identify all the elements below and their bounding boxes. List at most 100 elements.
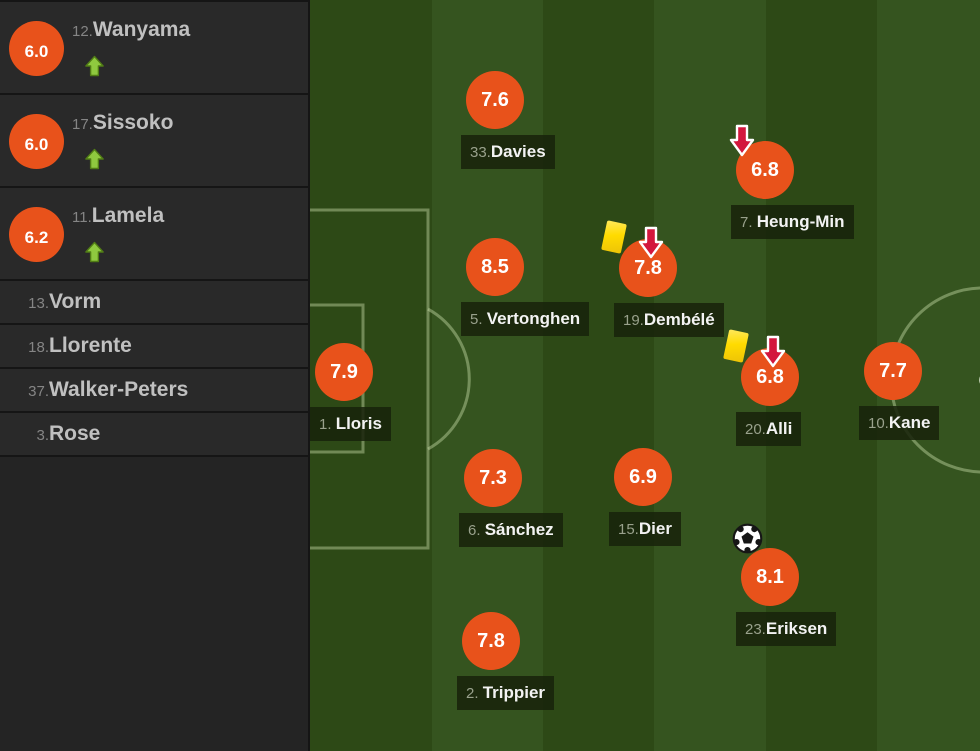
player-number: 19. (623, 312, 644, 329)
player-rating-badge: 7.8 (619, 239, 677, 297)
substitute-name-line: 3.Rose (13, 422, 100, 446)
substitutes-panel: 6.0 12.Wanyama 6.0 17.Sissoko 6.2 (0, 0, 310, 751)
player-number: 10. (868, 415, 889, 432)
player-rating-badge: 8.1 (741, 548, 799, 606)
pitch-player[interactable]: 7.7 10.Kane (859, 342, 940, 441)
rating-drop-arrow-icon (638, 226, 664, 260)
rating-value: 6.9 (629, 465, 657, 488)
player-name: Alli (765, 419, 793, 438)
pitch: 7.6 33.Davies 6.8 7. Heung-Min 8.5 5. Ve… (310, 0, 980, 751)
pitch-player[interactable]: 7.9 1. Lloris (310, 343, 391, 442)
player-number: 13. (28, 295, 49, 312)
pitch-player[interactable]: 6.9 15.Dier (609, 448, 681, 547)
player-name: Heung-Min (756, 212, 845, 231)
player-name: Lloris (335, 414, 382, 433)
rating-drop-arrow-icon (760, 335, 786, 369)
player-number: 17. (72, 116, 93, 133)
player-name: Davies (490, 142, 546, 161)
substitute-row[interactable]: 3.Rose (0, 413, 308, 457)
player-number: 37. (28, 383, 49, 400)
player-number: 15. (618, 521, 639, 538)
player-rating-badge: 6.9 (614, 448, 672, 506)
subbed-in-arrow-icon (85, 241, 104, 263)
player-name: Sánchez (484, 520, 554, 539)
substitute-info: 11.Lamela (72, 188, 308, 263)
substitute-row[interactable]: 13.Vorm (0, 281, 308, 325)
player-number: 5. (470, 311, 487, 328)
player-number: 18. (28, 339, 49, 356)
player-label: 10.Kane (859, 406, 940, 441)
substitute-info: 3.Rose (13, 422, 100, 446)
player-label: 23.Eriksen (736, 612, 837, 647)
player-label: 20.Alli (736, 412, 802, 447)
player-rating-badge: 7.6 (466, 71, 524, 129)
pitch-player[interactable]: 8.5 5. Vertonghen (461, 238, 590, 337)
rating-value: 7.3 (479, 466, 507, 489)
player-number: 7. (740, 214, 757, 231)
player-number: 23. (745, 621, 766, 638)
goal-ball-icon (732, 523, 763, 554)
rating-value: 7.6 (481, 88, 509, 111)
substitute-name-line: 17.Sissoko (72, 111, 308, 135)
player-name: Sissoko (92, 111, 174, 134)
rating-value: 6.0 (24, 42, 49, 61)
pitch-player[interactable]: 6.8 20.Alli (723, 329, 802, 447)
player-rating-badge: 6.0 (9, 114, 64, 169)
penalty-box-line (310, 208, 430, 550)
rating-value: 7.9 (330, 360, 358, 383)
player-name: Eriksen (765, 619, 828, 638)
pitch-player[interactable]: 7.8 2. Trippier (457, 612, 555, 711)
rating-value: 6.8 (751, 158, 779, 181)
substitute-row[interactable]: 37.Walker-Peters (0, 369, 308, 413)
substitute-name-line: 11.Lamela (72, 204, 308, 228)
substitute-name-line: 13.Vorm (13, 290, 101, 314)
player-number: 12. (72, 23, 93, 40)
substitute-info: 18.Llorente (13, 334, 132, 358)
penalty-arc-line (427, 307, 471, 451)
substitute-row[interactable]: 6.2 11.Lamela (0, 188, 308, 281)
substitute-row[interactable]: 6.0 17.Sissoko (0, 95, 308, 188)
player-number: 1. (319, 416, 336, 433)
player-rating-badge: 7.8 (462, 612, 520, 670)
pitch-player[interactable]: 8.1 23.Eriksen (732, 523, 837, 647)
player-name: Llorente (49, 334, 132, 357)
player-rating-badge: 7.7 (864, 342, 922, 400)
substitute-info: 12.Wanyama (72, 2, 308, 77)
substitute-info: 13.Vorm (13, 290, 101, 314)
player-rating-badge: 6.2 (9, 207, 64, 262)
rating-value: 7.7 (879, 359, 907, 382)
rating-value: 8.5 (481, 255, 509, 278)
player-rating-badge: 8.5 (466, 238, 524, 296)
player-rating-badge: 7.9 (315, 343, 373, 401)
player-label: 2. Trippier (457, 676, 555, 711)
player-name: Vorm (49, 290, 102, 313)
pitch-player[interactable]: 6.8 7. Heung-Min (729, 124, 854, 240)
player-label: 33.Davies (461, 135, 555, 170)
pitch-player[interactable]: 7.3 6. Sánchez (459, 449, 563, 548)
player-name: Lamela (91, 204, 165, 227)
player-name: Dier (638, 519, 672, 538)
substitute-info: 17.Sissoko (72, 95, 308, 170)
player-label: 6. Sánchez (459, 513, 563, 548)
substitute-name-line: 18.Llorente (13, 334, 132, 358)
player-label: 15.Dier (609, 512, 681, 547)
pitch-player[interactable]: 7.6 33.Davies (461, 71, 555, 170)
pitch-player[interactable]: 7.8 19.Dembélé (601, 220, 724, 338)
rating-value: 6.0 (24, 135, 49, 154)
subbed-in-arrow-icon (85, 55, 104, 77)
player-number: 3. (36, 427, 49, 444)
rating-value: 8.1 (756, 565, 784, 588)
player-name: Rose (49, 422, 101, 445)
substitute-name-line: 37.Walker-Peters (13, 378, 188, 402)
player-rating-badge: 7.3 (464, 449, 522, 507)
substitute-row[interactable]: 18.Llorente (0, 325, 308, 369)
player-name: Wanyama (92, 18, 191, 41)
rating-value: 6.8 (756, 365, 784, 388)
player-number: 11. (72, 209, 92, 226)
player-number: 20. (745, 421, 766, 438)
substitute-info: 37.Walker-Peters (13, 378, 188, 402)
player-label: 5. Vertonghen (461, 302, 590, 337)
player-name: Walker-Peters (49, 378, 189, 401)
player-name: Vertonghen (486, 309, 581, 328)
substitute-row[interactable]: 6.0 12.Wanyama (0, 2, 308, 95)
